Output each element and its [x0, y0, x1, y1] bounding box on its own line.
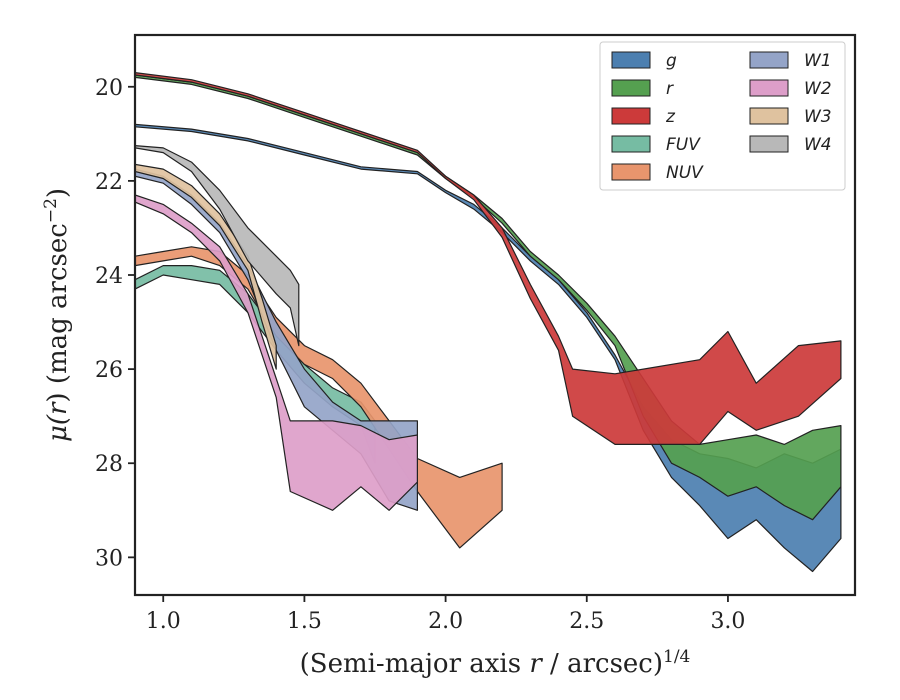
- legend-swatch-w2: [749, 79, 789, 97]
- legend-items: grz FUV NUV W1 W2 W3 W4: [611, 51, 832, 183]
- x-tick-label: 2.0: [428, 609, 463, 634]
- x-tick-label: 2.5: [569, 609, 604, 634]
- legend: grz FUV NUV W1 W2 W3 W4: [599, 41, 846, 191]
- legend-swatch-r: [611, 79, 651, 97]
- series-band-w4: [135, 145, 300, 347]
- legend-label-w1: W1: [804, 51, 832, 71]
- x-tick-label: 3.0: [710, 609, 745, 634]
- x-tick-label: 1.0: [146, 609, 181, 634]
- legend-label-w2: W2: [804, 79, 832, 99]
- y-tick-label: 26: [95, 358, 123, 383]
- x-tick-label: 1.5: [287, 609, 322, 634]
- y-axis-title: μ(r) (mag arcsec−2): [41, 188, 73, 442]
- legend-frame: [599, 41, 846, 191]
- legend-swatch-w4: [749, 135, 789, 153]
- y-tick-label: 22: [95, 170, 123, 195]
- y-axis: 20 22 24 26 28 30: [95, 76, 135, 571]
- legend-swatch-w1: [749, 51, 789, 69]
- legend-swatch-z: [611, 107, 651, 125]
- legend-swatch-nuv: [611, 163, 651, 181]
- legend-label-w4: W4: [804, 135, 832, 155]
- x-axis-title: (Semi-major axis r / arcsec)1/4: [300, 647, 691, 679]
- x-axis: 1.0 1.5 2.0 2.5 3.0: [146, 595, 745, 634]
- legend-label-z: z: [665, 107, 676, 127]
- series-band-g: [135, 123, 842, 573]
- y-tick-label: 30: [95, 546, 123, 571]
- y-tick-label: 20: [95, 76, 123, 101]
- legend-label-w3: W3: [804, 107, 832, 127]
- y-tick-label: 28: [95, 452, 123, 477]
- series-band-w3: [135, 163, 277, 370]
- legend-swatch-w3: [749, 107, 789, 125]
- series-band-w2: [135, 194, 418, 511]
- plot-frame: [133, 33, 857, 597]
- series-band-z: [135, 71, 842, 445]
- legend-swatch-fuv: [611, 135, 651, 153]
- legend-label-r: r: [666, 79, 674, 99]
- legend-label-fuv: FUV: [666, 135, 701, 155]
- y-tick-label: 24: [95, 264, 123, 289]
- legend-label-nuv: NUV: [666, 163, 704, 183]
- legend-swatch-g: [611, 51, 651, 69]
- legend-label-g: g: [666, 51, 677, 71]
- series-layer: [135, 71, 842, 573]
